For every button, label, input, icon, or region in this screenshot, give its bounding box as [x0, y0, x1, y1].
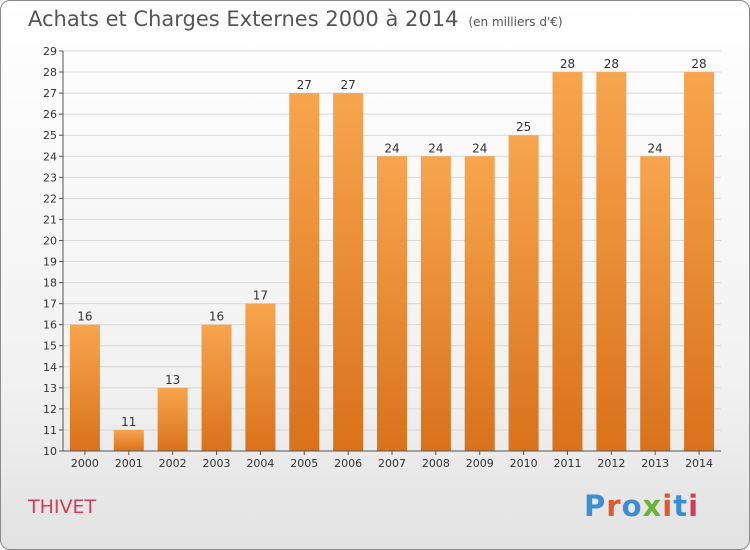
bar-2001 [113, 429, 144, 451]
y-tick-label: 13 [43, 382, 57, 395]
bars [69, 72, 715, 452]
value-label: 25 [516, 120, 531, 134]
x-tick-label: 2000 [71, 457, 99, 470]
value-label: 24 [472, 141, 487, 155]
bar-2013 [640, 156, 671, 451]
commune-name: THIVET [28, 496, 97, 518]
y-tick-label: 17 [43, 298, 57, 311]
value-label: 27 [340, 78, 355, 92]
x-tick-label: 2005 [290, 457, 318, 470]
logo-letter: r [606, 489, 622, 523]
value-label: 27 [297, 78, 312, 92]
bar-2005 [289, 93, 320, 452]
labels: 10 11 12 13 14 15 16 17 18 19 20 21 22 23 24 25 26 27 28 29… [43, 45, 713, 470]
bar-2012 [596, 72, 627, 451]
bar-2002 [157, 387, 188, 451]
y-tick-label: 16 [43, 319, 57, 332]
bar-2003 [201, 324, 232, 451]
y-tick-label: 25 [43, 129, 57, 142]
bar-2000 [69, 324, 100, 451]
y-tick-label: 14 [43, 361, 57, 374]
x-tick-label: 2001 [115, 457, 143, 470]
y-tick-label: 19 [43, 256, 57, 269]
x-tick-label: 2004 [246, 457, 274, 470]
x-tick-label: 2007 [378, 457, 406, 470]
bar-2008 [420, 156, 451, 451]
x-tick-label: 2012 [597, 457, 625, 470]
y-tick-label: 21 [43, 213, 57, 226]
chart-title-text: Achats et Charges Externes 2000 à 2014 [28, 7, 459, 31]
x-tick-label: 2002 [159, 457, 187, 470]
value-label: 13 [165, 373, 180, 387]
x-tick-label: 2003 [203, 457, 231, 470]
logo-letter: i [662, 489, 674, 523]
bar-2010 [508, 135, 539, 452]
y-tick-label: 15 [43, 340, 57, 353]
x-tick-label: 2011 [553, 457, 581, 470]
value-label: 24 [428, 141, 443, 155]
logo-letter: t [673, 489, 689, 523]
bar-2004 [245, 303, 276, 451]
bar-2011 [552, 72, 583, 451]
bar-2014 [684, 72, 715, 451]
bar-2007 [377, 156, 407, 451]
x-tick-label: 2013 [641, 457, 669, 470]
value-label: 11 [121, 415, 136, 429]
y-tick-label: 26 [43, 108, 57, 121]
chart-subtitle: (en milliers d'€) [468, 15, 563, 29]
value-label: 17 [253, 289, 268, 303]
logo-letter: x [642, 489, 663, 523]
y-tick-label: 28 [43, 66, 57, 79]
y-tick-label: 29 [43, 45, 57, 58]
value-label: 28 [604, 57, 619, 71]
y-tick-label: 12 [43, 403, 57, 416]
y-tick-label: 23 [43, 171, 57, 184]
value-label: 16 [77, 310, 92, 324]
logo-letter: P [584, 489, 607, 523]
value-label: 28 [560, 57, 575, 71]
x-tick-label: 2009 [466, 457, 494, 470]
value-label: 24 [648, 141, 663, 155]
x-tick-label: 2010 [510, 457, 538, 470]
proxiti-logo: Proxiti [584, 489, 699, 523]
bar-2009 [464, 156, 495, 451]
value-label: 28 [691, 57, 706, 71]
axes [59, 50, 721, 455]
logo-letter: i [688, 489, 700, 523]
x-tick-label: 2006 [334, 457, 362, 470]
logo-letter: o [621, 489, 643, 523]
x-tick-label: 2014 [685, 457, 713, 470]
y-tick-label: 22 [43, 192, 57, 205]
y-tick-label: 20 [43, 234, 57, 247]
y-tick-label: 27 [43, 87, 57, 100]
value-label: 16 [209, 310, 224, 324]
x-tick-label: 2008 [422, 457, 450, 470]
y-tick-label: 24 [43, 150, 57, 163]
y-tick-label: 11 [43, 424, 57, 437]
y-tick-label: 10 [43, 445, 57, 458]
value-label: 24 [384, 141, 399, 155]
y-tick-label: 18 [43, 277, 57, 290]
chart-title: Achats et Charges Externes 2000 à 2014 (e… [28, 7, 563, 31]
bar-2006 [333, 93, 364, 452]
